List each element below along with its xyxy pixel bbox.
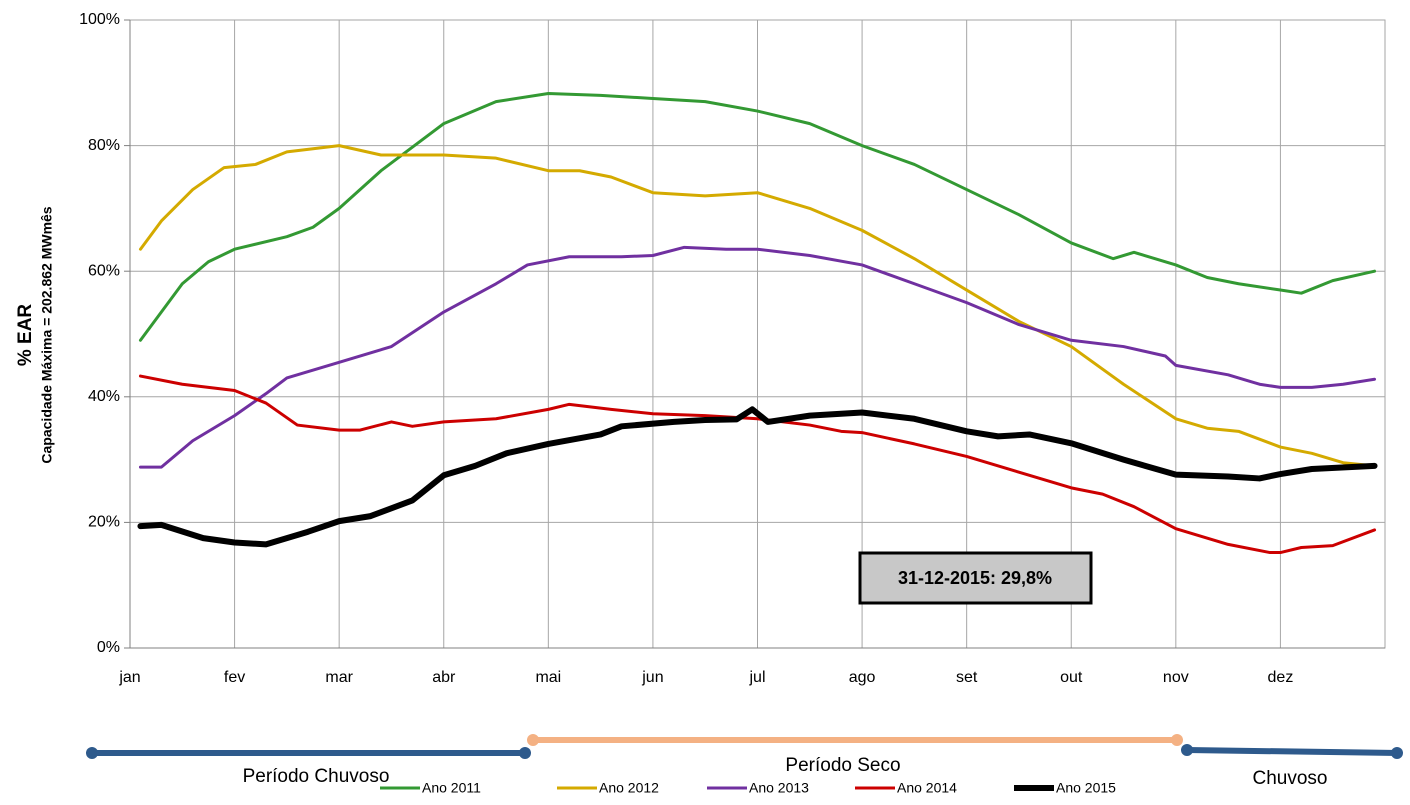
legend-label: Ano 2013 [749,780,809,796]
legend-label: Ano 2015 [1056,780,1116,796]
period-bar [1186,747,1399,756]
y-tick-label: 80% [88,137,120,154]
period-dot [1171,734,1183,746]
legend-label: Ano 2011 [422,780,481,796]
period-label: Período Chuvoso [243,766,390,787]
annotation: 31-12-2015: 29,8% [858,551,1093,605]
series-line [138,91,1377,342]
y-tick-label: 20% [88,514,120,531]
period-dot [519,747,531,759]
series-line [138,374,1377,555]
x-tick-label: nov [1163,669,1189,686]
period-dot [1391,747,1403,759]
series-line [138,144,1377,468]
series-line [138,245,1377,469]
period-label: Período Seco [785,755,900,776]
period-label: Chuvoso [1253,768,1328,789]
x-tick-label: jan [118,669,140,686]
x-tick-label: abr [432,669,456,686]
annotation-box [858,551,1093,605]
period-dot [1181,744,1193,756]
x-tick-label: jun [641,669,663,686]
legend-label: Ano 2012 [599,780,659,796]
y-axis-subtitle: Capacidade Máxima = 202.862 MWmês [39,206,55,463]
y-tick-label: 60% [88,262,120,279]
annotation-text: 31-12-2015: 29,8% [898,568,1052,588]
plot-area [124,19,1386,649]
y-tick-label: 0% [97,639,120,656]
x-tick-label: out [1060,669,1083,686]
x-tick-label: mar [325,669,353,686]
x-tick-label: fev [224,669,245,686]
period-dot [527,734,539,746]
x-tick-label: set [956,669,978,686]
y-tick-label: 40% [88,388,120,405]
x-tick-label: dez [1268,669,1294,686]
legend-label: Ano 2014 [897,780,957,796]
x-tick-label: ago [849,669,876,686]
x-tick-label: mai [535,669,561,686]
y-axis-title: % EAR [15,304,36,367]
x-tick-label: jul [748,669,765,686]
period-dot [86,747,98,759]
series-line [137,406,1378,548]
y-tick-label: 100% [79,11,120,28]
